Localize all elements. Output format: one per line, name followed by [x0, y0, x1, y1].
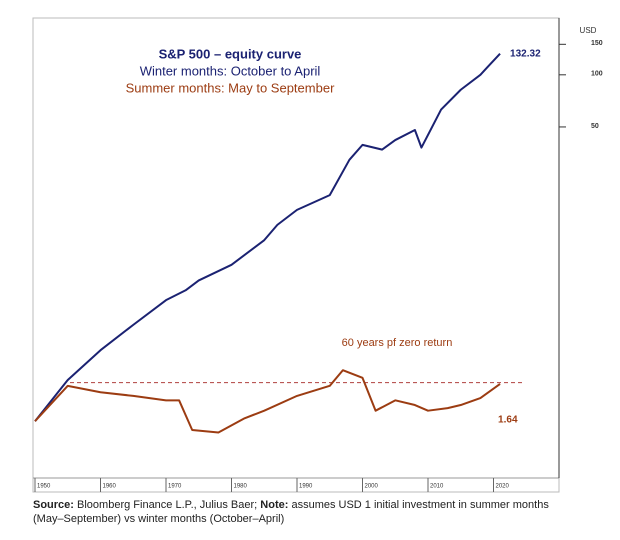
series-label: Winter months: October to April: [140, 63, 321, 78]
x-tick-label: 1960: [103, 484, 117, 490]
series-line: [34, 53, 501, 422]
x-tick-label: 2020: [496, 484, 510, 490]
x-tick-label: 1990: [299, 484, 313, 490]
x-tick-label: 1980: [234, 484, 248, 490]
y-axis-label: USD: [580, 26, 597, 35]
x-tick-label: 2000: [365, 484, 379, 490]
x-tick-label: 1950: [37, 484, 51, 490]
source-label: Source:: [33, 499, 74, 511]
end-value-label: 132.32: [510, 48, 541, 59]
note-text: assumes USD 1 initial investment in summ…: [291, 499, 549, 511]
y-tick-label: 100: [591, 71, 603, 78]
note-label: Note:: [260, 499, 288, 511]
series-line: [34, 369, 501, 434]
annotation: 60 years pf zero return: [342, 337, 453, 349]
source-note: Source: Bloomberg Finance L.P., Julius B…: [33, 499, 549, 511]
x-tick-label: 1970: [168, 484, 182, 490]
source-text: Bloomberg Finance L.P., Julius Baer;: [77, 499, 257, 511]
note-text: (May–September) vs winter months (Octobe…: [33, 513, 284, 525]
y-tick-label: 150: [591, 40, 603, 47]
chart-title: S&P 500 – equity curve: [159, 46, 302, 61]
series-label: Summer months: May to September: [126, 80, 335, 95]
y-tick-label: 50: [591, 123, 599, 130]
x-tick-label: 2010: [430, 484, 444, 490]
end-value-label: 1.64: [498, 415, 518, 426]
